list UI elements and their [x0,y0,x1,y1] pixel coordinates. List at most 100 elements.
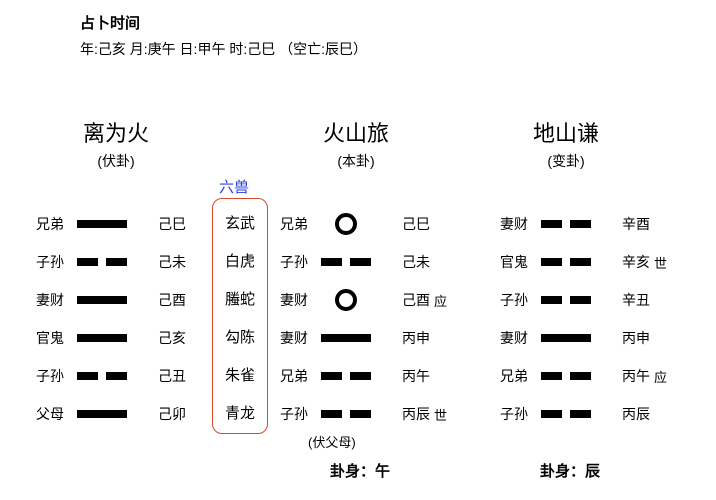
col-title-right: 地山谦 (变卦) [506,116,626,171]
line-symbol [318,289,374,311]
beast-item: 螣蛇 [216,279,264,317]
col-title-mid: 火山旅 (本卦) [296,116,416,171]
relation-label: 兄弟 [280,214,318,234]
beast-item: 勾陈 [216,317,264,355]
relation-label: 子孙 [500,404,538,424]
relation-label: 子孙 [36,366,74,386]
line-symbol [74,334,130,342]
line-symbol [74,372,130,380]
branch-label: 己巳 [130,214,186,234]
relation-label: 子孙 [280,404,318,424]
grid-row: 官鬼 辛亥世 [500,244,670,280]
yang-line [77,410,127,418]
branch-label: 己丑 [130,366,186,386]
grid-row: 父母 己卯 [36,396,206,432]
relation-label: 父母 [36,404,74,424]
grid-row: 妻财 己酉应 [280,282,450,318]
grid-row: 兄弟 己巳 [36,206,206,242]
relation-label: 子孙 [36,252,74,272]
grid-row: 子孙丙辰世 [280,396,450,432]
mark-label: 应 [650,367,670,386]
relation-label: 兄弟 [36,214,74,234]
line-symbol [538,372,594,380]
branch-label: 己卯 [130,404,186,424]
beast-item: 朱雀 [216,355,264,393]
line-symbol [74,410,130,418]
branch-label: 辛亥 [594,252,650,272]
header-line: 年:己亥 月:庚午 日:甲午 时:己巳 （空亡:辰巳） [80,39,367,59]
grid-row: 妻财 辛酉 [500,206,670,242]
branch-label: 己酉 [374,290,430,310]
line-symbol [74,220,130,228]
changing-line-icon [335,213,357,235]
relation-label: 妻财 [36,290,74,310]
relation-label: 子孙 [500,290,538,310]
yin-line [321,410,371,418]
yang-line [541,334,591,342]
col-title-left-big: 离为火 [56,116,176,148]
beasts-label: 六兽 [219,176,249,197]
relation-label: 妻财 [500,328,538,348]
yin-line [321,372,371,380]
line-symbol [318,334,374,342]
rows-mid: 兄弟己巳子孙己未妻财己酉应妻财丙申兄弟丙午子孙丙辰世 [280,206,450,434]
branch-label: 丙辰 [594,404,650,424]
branch-label: 丙午 [594,366,650,386]
branch-label: 辛丑 [594,290,650,310]
branch-label: 己未 [374,252,430,272]
branch-label: 辛酉 [594,214,650,234]
rows-left: 兄弟己巳子孙己未妻财己酉官鬼己亥子孙己丑父母己卯 [36,206,206,434]
branch-label: 丙午 [374,366,430,386]
line-symbol [538,410,594,418]
beast-item: 白虎 [216,241,264,279]
branch-label: 丙申 [594,328,650,348]
col-title-mid-big: 火山旅 [296,116,416,148]
yin-line [541,296,591,304]
beasts-list: 玄武白虎螣蛇勾陈朱雀青龙 [216,203,264,431]
mark-label: 世 [650,253,670,272]
grid-row: 妻财 丙申 [280,320,450,356]
line-symbol [538,296,594,304]
relation-label: 兄弟 [500,366,538,386]
relation-label: 子孙 [280,252,318,272]
relation-label: 妻财 [280,328,318,348]
relation-label: 妻财 [280,290,318,310]
grid-row: 子孙 己未 [280,244,450,280]
yin-line [77,372,127,380]
yang-line [77,220,127,228]
guashen-mid: 卦身：午 [330,460,390,481]
branch-label: 丙申 [374,328,430,348]
relation-label: 妻财 [500,214,538,234]
yang-line [77,296,127,304]
grid-row: 官鬼己亥 [36,320,206,356]
col-title-mid-sub: (本卦) [296,151,416,171]
col-title-right-big: 地山谦 [506,116,626,148]
yin-line [541,410,591,418]
mid-note: (伏父母) [308,432,356,451]
beast-item: 青龙 [216,393,264,431]
branch-label: 己巳 [374,214,430,234]
grid-row: 妻财己酉 [36,282,206,318]
yang-line [321,334,371,342]
relation-label: 官鬼 [36,328,74,348]
grid-row: 妻财 丙申 [500,320,670,356]
relation-label: 官鬼 [500,252,538,272]
mark-label: 世 [430,405,450,424]
beast-item: 玄武 [216,203,264,241]
grid-row: 兄弟 丙午应 [500,358,670,394]
col-title-right-sub: (变卦) [506,151,626,171]
header: 占卜时间 年:己亥 月:庚午 日:甲午 时:己巳 （空亡:辰巳） [80,12,367,59]
guashen-right: 卦身：辰 [540,460,600,481]
changing-line-icon [335,289,357,311]
yin-line [77,258,127,266]
relation-label: 兄弟 [280,366,318,386]
grid-row: 子孙 丙辰 [500,396,670,432]
rows-right: 妻财辛酉官鬼辛亥世子孙辛丑妻财丙申兄弟丙午应子孙丙辰 [500,206,670,434]
grid-row: 子孙己未 [36,244,206,280]
line-symbol [74,258,130,266]
yin-line [541,220,591,228]
mark-label: 应 [430,291,450,310]
col-title-left: 离为火 (伏卦) [56,116,176,171]
grid-row: 子孙 己丑 [36,358,206,394]
yang-line [77,334,127,342]
